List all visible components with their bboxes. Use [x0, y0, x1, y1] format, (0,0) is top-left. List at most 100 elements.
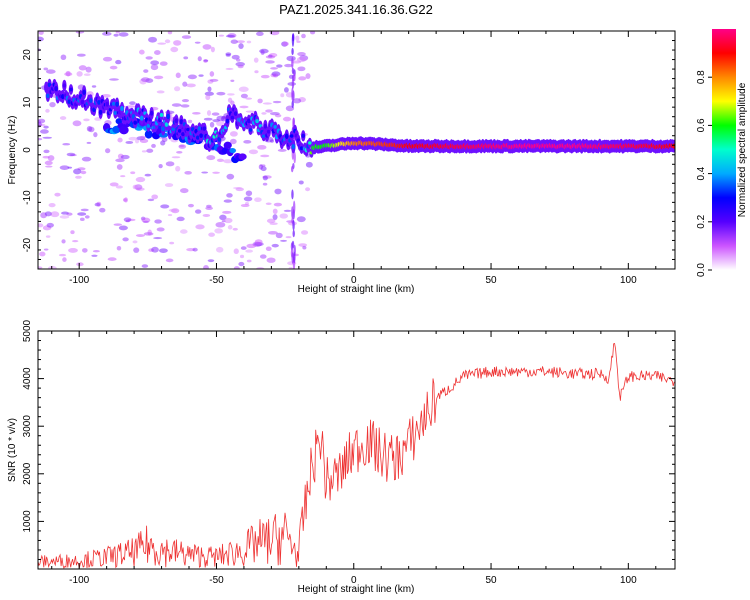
heatmap-noise-blob: [282, 41, 289, 47]
snr-y-tick-label: 1000: [22, 510, 33, 533]
heatmap-noise-blob: [246, 259, 252, 263]
heatmap-noise-blob: [216, 158, 224, 162]
heatmap-noise-blob: [170, 46, 179, 53]
heatmap-noise-blob: [192, 247, 198, 252]
heatmap-noise-blob: [245, 110, 256, 113]
heatmap-artifact: [291, 100, 294, 108]
heatmap-noise-blob: [151, 143, 156, 148]
heatmap-noise-blob: [296, 40, 301, 43]
heatmap-noise-blob: [231, 54, 240, 60]
colorbar-tick-label: 0.8: [696, 70, 707, 84]
snr-x-tick-label: -100: [69, 575, 89, 586]
spectrogram-y-tick-label: -10: [22, 190, 33, 205]
colorbar-tick-label: 0.6: [696, 118, 707, 132]
heatmap-ridge-cell: [179, 119, 184, 125]
heatmap-noise-blob: [126, 105, 136, 108]
heatmap-noise-blob: [258, 164, 263, 170]
heatmap-noise-blob: [132, 240, 138, 244]
heatmap-noise-blob: [133, 247, 140, 253]
heatmap-noise-blob: [225, 52, 232, 56]
heatmap-noise-blob: [135, 139, 140, 144]
heatmap-noise-blob: [212, 171, 220, 174]
heatmap-noise-blob: [80, 208, 89, 212]
colorbar-gradient: [712, 29, 736, 270]
heatmap-noise-blob: [146, 148, 154, 153]
heatmap-ridge-cell: [98, 109, 103, 115]
heatmap-ridge-cell: [284, 133, 289, 139]
heatmap-ridge-cell: [82, 89, 86, 95]
heatmap-noise-blob: [238, 86, 249, 92]
spectrogram-x-tick-label: 100: [620, 275, 637, 286]
heatmap-noise-blob: [123, 217, 132, 223]
heatmap-ridge-cell: [115, 101, 119, 107]
heatmap-ridge-cell: [80, 99, 85, 105]
heatmap-ridge-cell: [69, 87, 73, 92]
heatmap-ridge-cell: [263, 123, 268, 129]
heatmap-noise-blob: [165, 161, 175, 167]
heatmap-noise-blob: [280, 93, 285, 98]
heatmap-ridge-cell: [120, 106, 124, 112]
heatmap-noise-blob: [216, 120, 225, 127]
heatmap-artifact: [291, 56, 294, 69]
heatmap-noise-blob: [301, 33, 306, 39]
heatmap-noise-blob: [223, 217, 233, 224]
heatmap-noise-blob: [178, 144, 185, 148]
heatmap-noise-blob: [209, 121, 215, 128]
heatmap-noise-blob: [94, 202, 101, 207]
heatmap-noise-blob: [197, 56, 202, 62]
heatmap-noise-blob: [39, 251, 46, 257]
heatmap-noise-blob: [132, 184, 138, 190]
heatmap-noise-blob: [70, 230, 75, 235]
heatmap-noise-blob: [194, 209, 202, 214]
heatmap-blob: [119, 125, 129, 135]
heatmap-artifact: [292, 219, 295, 231]
heatmap-noise-blob: [175, 165, 181, 172]
heatmap-noise-blob: [205, 206, 213, 210]
spectrogram-x-label: Height of straight line (km): [298, 284, 415, 295]
heatmap-noise-blob: [109, 78, 119, 81]
heatmap-noise-blob: [38, 137, 43, 141]
heatmap-noise-blob: [248, 149, 259, 155]
heatmap-noise-blob: [223, 199, 232, 203]
heatmap-ridge-cell: [197, 126, 202, 131]
heatmap-noise-blob: [144, 173, 152, 177]
heatmap-noise-blob: [125, 140, 134, 144]
heatmap-noise-blob: [54, 192, 61, 197]
heatmap-ridge-cell: [202, 126, 207, 131]
heatmap-blob: [144, 129, 153, 139]
heatmap-noise-blob: [159, 61, 168, 66]
heatmap-noise-blob: [59, 165, 70, 170]
spectrogram-x-tick-label: 50: [485, 275, 497, 286]
colorbar-ticks: 0.0 0.2 0.4 0.6 0.8: [696, 70, 712, 277]
heatmap-noise-blob: [160, 204, 170, 209]
heatmap-noise-blob: [272, 214, 278, 220]
heatmap-noise-blob: [91, 85, 97, 88]
heatmap-noise-blob: [284, 63, 293, 68]
heatmap-noise-blob: [309, 31, 316, 35]
heatmap-noise-blob: [239, 254, 245, 259]
spectrogram-y-tick-label: 0: [22, 147, 33, 153]
heatmap-noise-blob: [115, 31, 120, 34]
snr-x-tick-label: 0: [351, 575, 357, 586]
heatmap-noise-blob: [287, 82, 297, 86]
heatmap-noise-blob: [151, 194, 159, 200]
heatmap-noise-blob: [173, 40, 182, 46]
heatmap-ridge-cell: [289, 134, 294, 138]
heatmap-noise-blob: [209, 78, 219, 82]
heatmap-noise-blob: [216, 246, 224, 253]
heatmap-ridge-cell: [161, 126, 166, 132]
colorbar-label: Normalized spectral amplitude: [737, 82, 748, 217]
heatmap-noise-blob: [116, 164, 123, 170]
heatmap-noise-blob: [92, 250, 100, 253]
heatmap-noise-blob: [214, 228, 223, 234]
heatmap-noise-blob: [176, 216, 185, 222]
heatmap-ridge-cell: [186, 127, 190, 132]
heatmap-noise-blob: [202, 213, 211, 217]
heatmap-artifact: [293, 251, 296, 264]
heatmap-noise-blob: [115, 158, 125, 163]
heatmap-noise-blob: [262, 182, 268, 186]
heatmap-ridge-cell: [174, 118, 179, 124]
heatmap-noise-blob: [187, 203, 194, 208]
heatmap-noise-blob: [240, 93, 248, 99]
